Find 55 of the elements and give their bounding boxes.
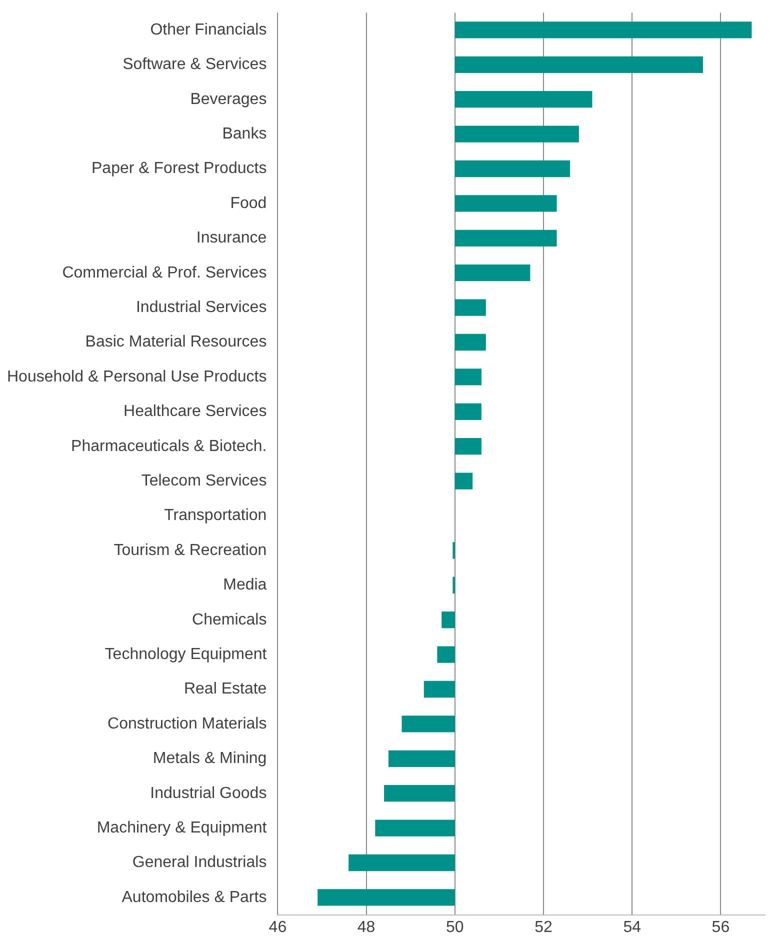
- x-tick-label: 54: [623, 918, 642, 936]
- y-tick-label: Industrial Goods: [150, 784, 267, 802]
- bar: [454, 334, 486, 351]
- bar: [454, 126, 579, 142]
- bar: [348, 854, 455, 872]
- bar: [375, 820, 455, 836]
- bar: [454, 438, 482, 455]
- bar: [454, 403, 482, 420]
- x-tick-label: 48: [357, 918, 376, 936]
- bar: [454, 91, 592, 108]
- bar: [402, 716, 455, 732]
- bar: [442, 612, 455, 628]
- y-tick-label: Software & Services: [122, 56, 267, 74]
- x-tick-label: 56: [712, 918, 730, 936]
- y-tick-label: Industrial Services: [136, 298, 267, 316]
- x-tick-label: 50: [446, 918, 464, 936]
- y-tick-label: Commercial & Prof. Services: [62, 264, 267, 282]
- x-tick-label: 46: [268, 918, 287, 936]
- y-tick-label: Household & Personal Use Products: [6, 368, 267, 386]
- bar: [454, 56, 703, 73]
- y-tick-label: Transportation: [164, 507, 267, 524]
- bar: [454, 264, 530, 282]
- y-tick-label: Media: [223, 576, 267, 594]
- y-tick-label: General Industrials: [132, 854, 267, 872]
- y-tick-label: Paper & Forest Products: [92, 160, 267, 178]
- x-tick-label: 52: [534, 918, 552, 936]
- y-tick-label: Technology Equipment: [104, 646, 268, 663]
- bar: [388, 750, 455, 767]
- bar: [454, 368, 482, 386]
- y-tick-label: Other Financials: [150, 21, 267, 38]
- y-tick-label: Telecom Services: [141, 472, 267, 490]
- y-tick-label: Metals & Mining: [152, 750, 267, 768]
- y-tick-label: Beverages: [190, 90, 267, 108]
- y-tick-label: Machinery & Equipment: [96, 819, 268, 836]
- bar: [454, 22, 752, 38]
- y-tick-label: Insurance: [196, 230, 267, 247]
- y-tick-label: Automobiles & Parts: [122, 888, 267, 906]
- y-tick-label: Pharmaceuticals & Biotech.: [71, 438, 267, 455]
- y-tick-label: Food: [230, 194, 267, 212]
- y-tick-label: Real Estate: [184, 680, 267, 698]
- bar: [318, 889, 455, 906]
- bar: [454, 299, 486, 316]
- y-tick-label: Tourism & Recreation: [114, 542, 267, 559]
- bar: [454, 195, 557, 212]
- bar: [454, 160, 570, 178]
- y-tick-label: Chemicals: [192, 611, 267, 628]
- y-tick-label: Banks: [222, 125, 267, 142]
- y-tick-label: Healthcare Services: [124, 403, 267, 420]
- bar: [454, 230, 557, 246]
- bar: [384, 785, 455, 802]
- bar: [424, 680, 455, 698]
- y-tick-label: Construction Materials: [108, 715, 267, 732]
- bar: [437, 646, 455, 663]
- y-tick-label: Basic Material Resources: [85, 334, 267, 351]
- bar: [454, 472, 473, 490]
